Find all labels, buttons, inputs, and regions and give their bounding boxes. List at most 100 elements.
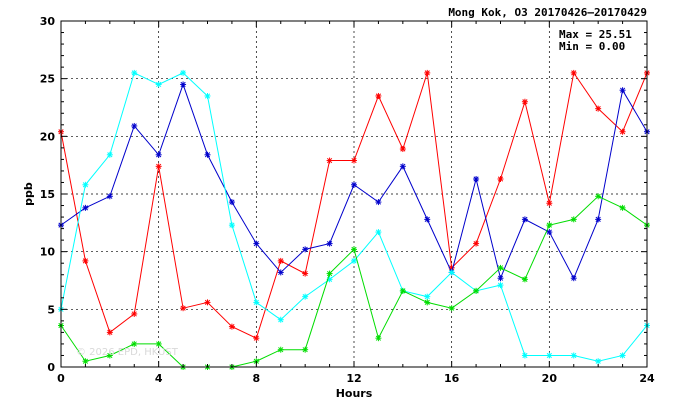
- series-2-point-22: [595, 216, 602, 223]
- y-tick-label-0: 0: [47, 361, 55, 374]
- series-1-point-22: [595, 105, 602, 112]
- series-2-point-1: [82, 204, 89, 211]
- series-1-point-12: [351, 157, 357, 164]
- series-3-point-18: [497, 282, 504, 289]
- series-4-point-21: [570, 216, 577, 223]
- x-tick-label-8: 8: [253, 372, 261, 385]
- series-3-point-9: [277, 316, 284, 323]
- series-1-point-7: [228, 323, 235, 330]
- series-3-point-10: [302, 293, 309, 300]
- series-4-point-16: [448, 305, 455, 312]
- series-2-point-15: [424, 216, 431, 223]
- series-3-point-5: [180, 69, 187, 76]
- series-1-point-1: [82, 257, 89, 264]
- series-2: [58, 81, 650, 282]
- gridlines: [61, 21, 647, 367]
- series-3: [58, 69, 650, 365]
- min-annotation: Min = 0.00: [559, 40, 625, 53]
- series-3-point-8: [253, 299, 260, 306]
- series-4-point-9: [277, 346, 284, 353]
- series-1-point-23: [619, 128, 626, 135]
- series-1-point-18: [497, 176, 504, 183]
- watermark: © 2026 EPD, HKUST: [76, 347, 179, 358]
- y-tick-label-30: 30: [40, 15, 56, 28]
- series-1-point-5: [180, 305, 187, 312]
- series-1-point-21: [570, 69, 577, 76]
- series-3-point-13: [375, 229, 382, 236]
- series-4-point-22: [595, 193, 602, 200]
- series-1-point-19: [521, 98, 528, 105]
- series-1-point-15: [424, 69, 431, 76]
- x-tick-label-24: 24: [639, 372, 655, 385]
- series-layer: [58, 69, 650, 370]
- series-2-point-23: [619, 87, 626, 94]
- series-3-point-12: [351, 257, 357, 264]
- series-4-point-10: [302, 346, 309, 353]
- series-1-point-10: [302, 270, 309, 277]
- series-2-point-9: [277, 269, 284, 276]
- series-1-point-14: [399, 146, 406, 153]
- series-2-point-10: [302, 246, 309, 253]
- series-4-point-19: [521, 276, 528, 283]
- series-4-point-4: [155, 340, 162, 347]
- series-1-point-17: [473, 240, 480, 247]
- series-4-point-2: [106, 352, 113, 359]
- series-3-point-6: [204, 92, 211, 99]
- y-axis-label: ppb: [22, 182, 35, 206]
- x-tick-label-0: 0: [57, 372, 65, 385]
- x-tick-label-20: 20: [542, 372, 558, 385]
- series-4-point-3: [131, 340, 138, 347]
- series-2-point-13: [375, 199, 382, 206]
- series-4-point-17: [473, 287, 480, 294]
- series-2-point-7: [228, 199, 235, 206]
- series-1-point-9: [277, 257, 284, 264]
- series-2-point-6: [204, 151, 211, 158]
- series-1-point-6: [204, 299, 211, 306]
- series-2-point-17: [473, 176, 480, 183]
- series-2-point-3: [131, 122, 138, 129]
- series-2-point-21: [570, 275, 577, 282]
- series-1-point-2: [106, 329, 113, 336]
- series-1: [58, 69, 650, 342]
- series-1-point-20: [546, 200, 553, 207]
- y-tick-label-20: 20: [40, 130, 56, 143]
- series-4-point-20: [546, 222, 553, 229]
- series-3-point-4: [155, 81, 162, 88]
- x-tick-label-16: 16: [444, 372, 460, 385]
- series-4-point-12: [351, 246, 357, 253]
- series-1-point-4: [155, 163, 162, 170]
- series-3-point-1: [82, 181, 89, 188]
- series-2-point-11: [326, 240, 333, 247]
- series-3-point-23: [619, 352, 626, 359]
- chart-title: Mong Kok, O3 20170426–20170429: [448, 6, 647, 19]
- series-3-point-19: [521, 352, 528, 359]
- x-tick-label-12: 12: [346, 372, 361, 385]
- x-tick-labels: 0 4 8 12 16 20 24: [57, 372, 655, 385]
- y-tick-labels: 0 5 10 15 20 25 30: [40, 15, 56, 374]
- series-4-point-18: [497, 264, 504, 271]
- series-3-point-22: [595, 358, 602, 365]
- series-2-point-2: [106, 193, 113, 200]
- y-tick-label-15: 15: [40, 188, 55, 201]
- series-3-point-2: [106, 151, 113, 158]
- y-tick-label-25: 25: [40, 73, 55, 86]
- series-4-point-14: [399, 287, 406, 294]
- series-3-point-16: [448, 269, 455, 276]
- series-2-point-18: [497, 275, 504, 282]
- series-3-point-20: [546, 352, 553, 359]
- series-2-point-8: [253, 240, 260, 247]
- y-tick-label-10: 10: [40, 246, 56, 259]
- series-1-point-13: [375, 92, 382, 99]
- series-4-point-11: [326, 270, 333, 277]
- series-1-point-3: [131, 310, 138, 317]
- series-4-point-13: [375, 335, 382, 342]
- series-2-point-20: [546, 229, 553, 236]
- y-tick-label-5: 5: [47, 303, 55, 316]
- max-annotation: Max = 25.51: [559, 28, 632, 41]
- x-tick-label-4: 4: [155, 372, 163, 385]
- series-3-point-3: [131, 69, 138, 76]
- series-1-point-11: [326, 157, 333, 164]
- series-3-point-21: [570, 352, 577, 359]
- series-2-point-14: [399, 163, 406, 170]
